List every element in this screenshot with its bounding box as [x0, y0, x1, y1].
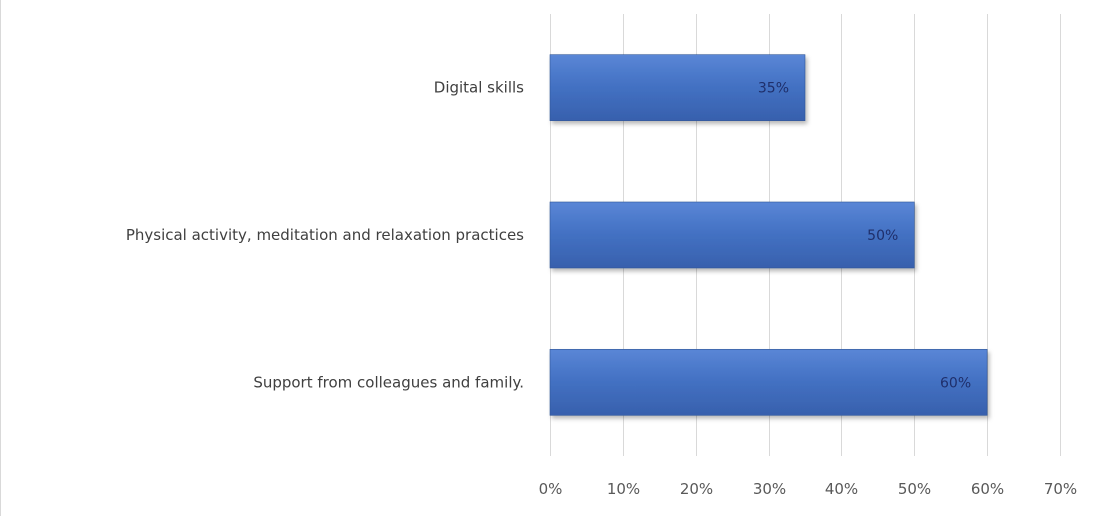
x-tick-label: 0% [539, 480, 563, 498]
bars [549, 54, 988, 416]
category-label: Physical activity, meditation and relaxa… [126, 226, 524, 244]
category-label: Digital skills [434, 79, 524, 97]
x-tick-label: 50% [898, 480, 931, 498]
data-label: 50% [867, 228, 898, 244]
x-tick-label: 20% [680, 480, 713, 498]
x-tick-label: 30% [753, 480, 786, 498]
x-tick-label: 70% [1044, 480, 1077, 498]
x-tick-label: 60% [971, 480, 1004, 498]
labels: 0% 10% 20% 30% 40% 50% 60% 70% Digital skills 35%… [126, 79, 1077, 498]
data-label: 60% [940, 375, 971, 391]
bar [549, 54, 806, 121]
category-label: Support from colleagues and family. [253, 373, 524, 391]
bar [549, 201, 915, 269]
data-label: 35% [758, 81, 789, 97]
x-tick-label: 40% [825, 480, 858, 498]
bar [549, 349, 988, 416]
x-tick-label: 10% [607, 480, 640, 498]
